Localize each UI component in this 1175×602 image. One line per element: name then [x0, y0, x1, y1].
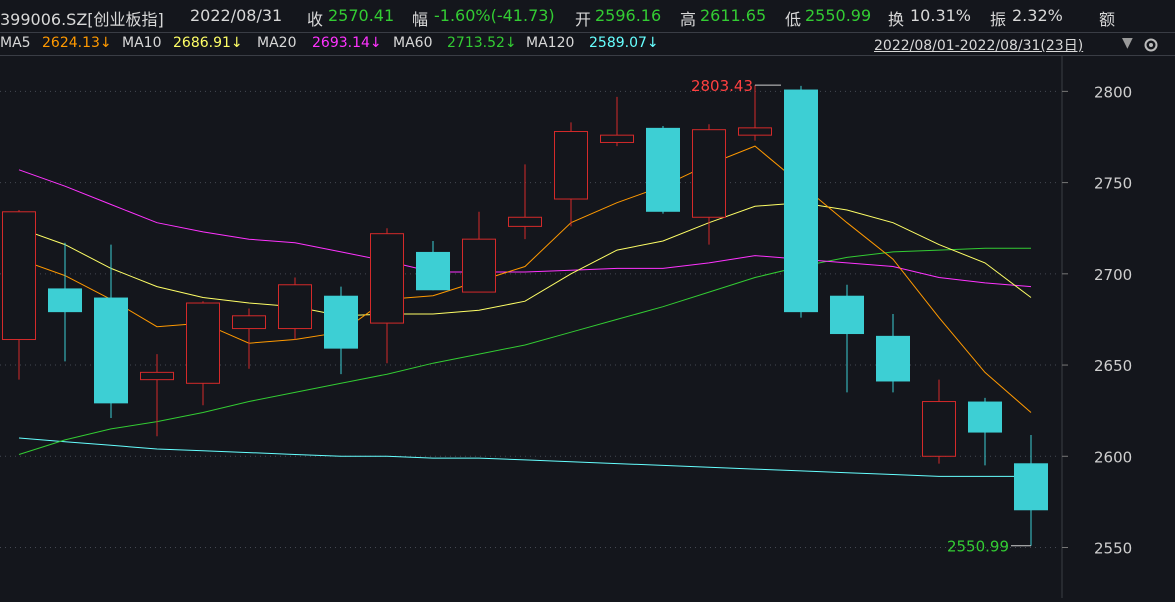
candle-body-down: [48, 288, 82, 313]
amplitude-value: 2.32%: [1012, 6, 1063, 25]
ma-legend-bar: MA5 2624.13↓ MA10 2686.91↓ MA20 2693.14↓…: [0, 33, 1175, 56]
candle-body-down: [324, 295, 358, 349]
quote-date: 2022/08/31: [190, 6, 283, 25]
ma60-label: MA60: [393, 35, 433, 51]
candle-body-up: [508, 216, 542, 227]
amplitude-label: 振: [990, 10, 1007, 29]
y-tick-label: 2600: [1094, 448, 1132, 466]
dropdown-icon[interactable]: ▼: [1122, 35, 1133, 51]
max-price-label: 2803.43: [691, 77, 753, 95]
candle-body-up: [278, 284, 312, 330]
ma120-label: MA120: [526, 35, 575, 51]
ma10-value: 2686.91↓: [173, 35, 243, 51]
index-code[interactable]: 399006.SZ[创业板指]: [0, 10, 164, 29]
ma10-line: [18, 202, 1032, 317]
change-label: 幅: [412, 10, 429, 29]
ma60-line: [18, 247, 1031, 455]
y-tick-label: 2550: [1094, 540, 1132, 558]
candle-body-up: [922, 401, 956, 457]
close-label: 收: [307, 10, 324, 29]
turnover-value: 10.31%: [910, 6, 972, 25]
candle-body-up: [692, 129, 726, 218]
settings-gear-icon[interactable]: [1143, 35, 1159, 57]
candle-body-up: [600, 134, 634, 143]
quote-header: 399006.SZ[创业板指] 2022/08/31 收 2570.41 幅 -…: [0, 0, 1175, 33]
candle-body-down: [876, 335, 910, 382]
candle-body-up: [738, 127, 772, 136]
y-tick-label: 2650: [1094, 357, 1132, 375]
candle-body-down: [416, 251, 450, 291]
candle-body-up: [554, 131, 588, 200]
y-tick-label: 2750: [1094, 175, 1132, 193]
candle-body-down: [1014, 463, 1048, 511]
ma10-label: MA10: [122, 35, 162, 51]
candle-body-down: [94, 297, 128, 404]
candlestick-chart[interactable]: 2550 2600 2650 2700 2750 2800 2803.43 2550.99: [0, 56, 1175, 598]
candle-body-up: [232, 315, 266, 330]
ma5-label: MA5: [0, 35, 31, 51]
change-value: -1.60%(-41.73): [434, 6, 555, 25]
date-range-selector[interactable]: 2022/08/01-2022/08/31(23日): [874, 38, 1084, 54]
min-price-label: 2550.99: [947, 538, 1009, 556]
ma120-value: 2589.07↓: [589, 35, 659, 51]
candle-body-down: [968, 401, 1002, 433]
turnover-label: 换: [888, 10, 905, 29]
ma20-value: 2693.14↓: [312, 35, 382, 51]
candle-body-up: [140, 371, 174, 381]
ma5-value: 2624.13↓: [42, 35, 112, 51]
candle-body-down: [830, 295, 864, 335]
high-label: 高: [680, 10, 697, 29]
open-label: 开: [575, 10, 592, 29]
open-value: 2596.16: [595, 6, 662, 25]
ma20-line: [18, 169, 1032, 288]
close-value: 2570.41: [328, 6, 395, 25]
candle-body-up: [2, 211, 36, 341]
amount-label: 额: [1099, 10, 1116, 29]
ma60-value: 2713.52↓: [447, 35, 517, 51]
candle-body-down: [784, 89, 818, 313]
candle-body-up: [462, 238, 496, 293]
chart-canvas[interactable]: 2550 2600 2650 2700 2750 2800 2803.43 2550.99: [0, 56, 1175, 598]
candle-body-down: [646, 127, 680, 212]
ma120-line: [18, 437, 1031, 477]
high-value: 2611.65: [700, 6, 767, 25]
candle-body-up: [186, 302, 220, 384]
low-value: 2550.99: [805, 6, 872, 25]
y-tick-label: 2800: [1094, 83, 1132, 101]
y-tick-label: 2700: [1094, 266, 1132, 284]
candle-body-up: [370, 233, 404, 324]
low-label: 低: [785, 10, 802, 29]
ma20-label: MA20: [257, 35, 297, 51]
